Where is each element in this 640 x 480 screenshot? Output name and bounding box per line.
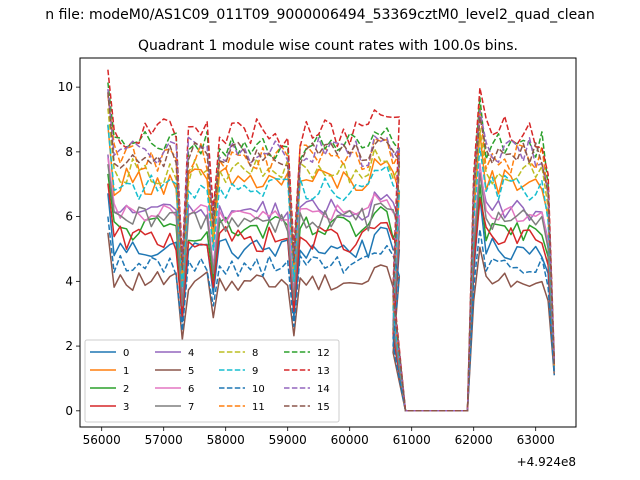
x-tick-label: 60000 (331, 433, 369, 447)
series-line-10 (107, 216, 556, 412)
x-tick-label: 59000 (269, 433, 307, 447)
legend-label-8: 8 (252, 348, 258, 359)
plot-frame (79, 57, 577, 428)
series-line-3 (107, 183, 556, 412)
legend-label-3: 3 (123, 402, 129, 413)
legend-label-1: 1 (123, 366, 129, 377)
legend-label-2: 2 (123, 384, 129, 395)
series-line-7 (107, 164, 556, 412)
y-tick-label: 10 (58, 80, 73, 94)
legend-label-11: 11 (252, 402, 265, 413)
y-tick-label: 4 (65, 274, 73, 288)
series-line-9 (107, 124, 556, 412)
legend-label-12: 12 (317, 348, 330, 359)
series-line-15 (107, 92, 556, 412)
y-tick-label: 2 (65, 339, 73, 353)
legend-label-14: 14 (317, 384, 330, 395)
x-tick-label: 57000 (145, 433, 183, 447)
series-line-8 (107, 108, 556, 412)
plot-lines (107, 69, 556, 412)
x-tick-label: 63000 (517, 433, 555, 447)
y-tick-label: 8 (65, 145, 73, 159)
legend-label-13: 13 (317, 366, 330, 377)
x-axis: 56000 57000 58000 59000 60000 61000 62000 63000 (83, 427, 555, 447)
x-offset-label: +4.924e8 (517, 455, 576, 469)
legend-box (84, 339, 340, 423)
legend-label-0: 0 (123, 348, 129, 359)
x-tick-label: 62000 (455, 433, 493, 447)
legend-label-4: 4 (188, 348, 194, 359)
suptitle: n file: modeM0/AS1C09_011T09_9000006494_… (45, 7, 594, 23)
y-tick-label: 0 (65, 404, 73, 418)
legend-label-10: 10 (252, 384, 265, 395)
series-line-13 (107, 69, 556, 412)
legend-label-6: 6 (188, 384, 194, 395)
y-axis: 0 2 4 6 8 10 (58, 80, 80, 418)
legend-label-15: 15 (317, 402, 330, 413)
legend-label-7: 7 (188, 402, 194, 413)
legend-label-9: 9 (252, 366, 258, 377)
y-tick-label: 6 (65, 210, 73, 224)
series-line-5 (107, 232, 556, 412)
x-tick-label: 61000 (393, 433, 431, 447)
series-line-14 (107, 89, 556, 412)
x-tick-label: 58000 (207, 433, 245, 447)
chart-title: Quadrant 1 module wise count rates with … (138, 38, 518, 54)
legend-label-5: 5 (188, 366, 194, 377)
x-tick-label: 56000 (83, 433, 121, 447)
